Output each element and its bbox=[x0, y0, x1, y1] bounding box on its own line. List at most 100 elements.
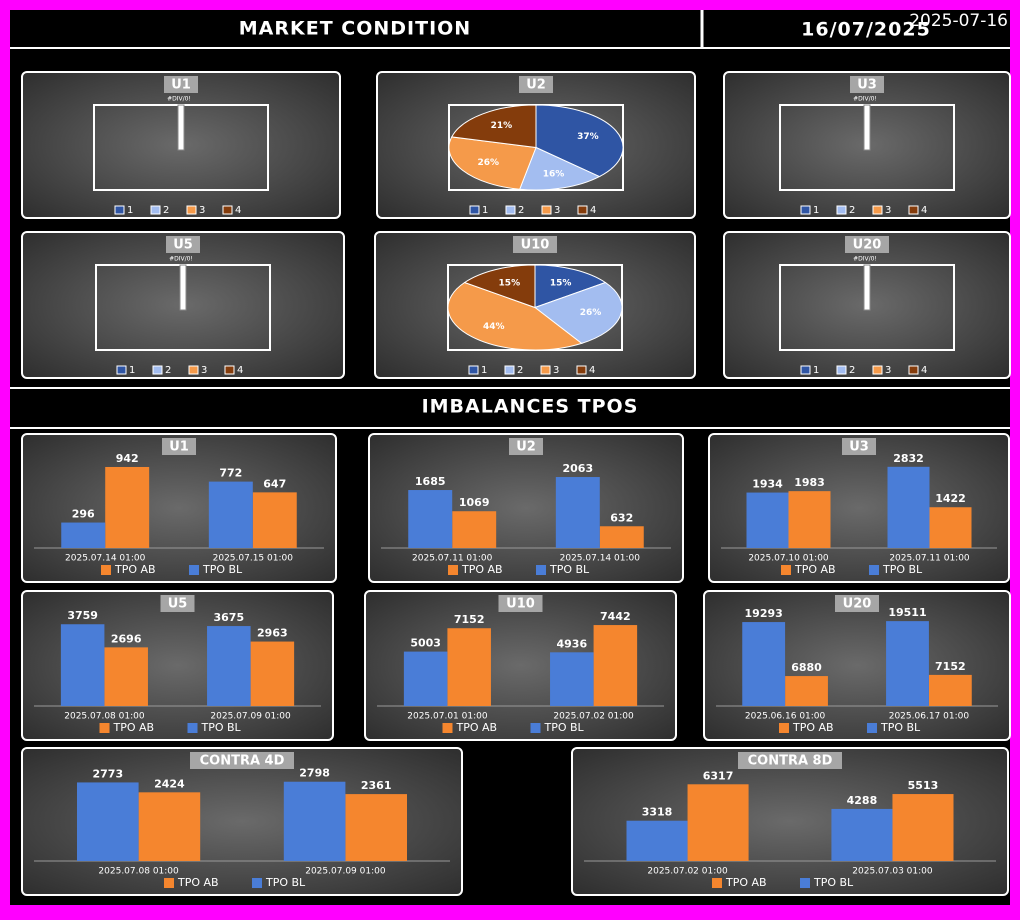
bar bbox=[742, 622, 786, 706]
panel-title: U10 bbox=[506, 597, 535, 612]
legend-swatch bbox=[152, 365, 163, 375]
value-label: 3759 bbox=[67, 609, 98, 622]
legend-swatch bbox=[712, 878, 722, 888]
legend-label: 1 bbox=[127, 205, 133, 216]
value-label: 1422 bbox=[935, 492, 966, 505]
pie-slice bbox=[533, 281, 623, 344]
panel-title: CONTRA 4D bbox=[200, 754, 285, 769]
legend-label: TPO BL bbox=[880, 721, 921, 734]
legend-swatch bbox=[872, 365, 883, 375]
legend-swatch bbox=[577, 205, 588, 215]
slice-label: 16% bbox=[543, 169, 565, 179]
legend-swatch bbox=[116, 365, 127, 375]
panel-title: U10 bbox=[521, 238, 550, 253]
x-tick-label: 2025.07.15 01:00 bbox=[213, 554, 294, 564]
legend-swatch bbox=[908, 365, 919, 375]
legend-swatch bbox=[530, 723, 541, 733]
legend-swatch bbox=[222, 205, 233, 215]
x-tick-label: 2025.07.02 01:00 bbox=[553, 712, 634, 722]
x-tick-label: 2025.07.11 01:00 bbox=[889, 554, 970, 564]
slice-label: 37% bbox=[577, 132, 599, 142]
legend-label: 3 bbox=[199, 205, 205, 216]
error-label: #DIV/0! bbox=[853, 256, 877, 263]
bar bbox=[929, 507, 972, 548]
legend-label: 4 bbox=[921, 365, 927, 376]
panel-title-box bbox=[166, 236, 200, 253]
legend-swatch bbox=[468, 365, 479, 375]
legend-label: TPO AB bbox=[113, 721, 155, 734]
panel-title-box bbox=[164, 76, 198, 93]
value-label: 2424 bbox=[154, 777, 185, 790]
legend-label: TPO BL bbox=[201, 721, 242, 734]
value-label: 7152 bbox=[454, 613, 485, 626]
legend-label: 3 bbox=[553, 365, 559, 376]
legend-label: 3 bbox=[201, 365, 207, 376]
legend-swatch bbox=[504, 365, 515, 375]
bar bbox=[250, 641, 295, 706]
bar bbox=[283, 781, 346, 861]
legend-label: 1 bbox=[813, 205, 819, 216]
legend-label: TPO BL bbox=[882, 563, 923, 576]
bar bbox=[452, 511, 497, 548]
value-label: 1934 bbox=[752, 478, 783, 491]
value-label: 19511 bbox=[888, 606, 926, 619]
legend-label: 3 bbox=[554, 205, 560, 216]
pie-slice bbox=[535, 104, 624, 178]
legend-swatch bbox=[114, 205, 125, 215]
value-label: 2773 bbox=[92, 767, 123, 780]
legend-label: 2 bbox=[165, 365, 171, 376]
pie-slice bbox=[450, 104, 537, 149]
bar bbox=[892, 794, 954, 861]
x-tick-label: 2025.07.14 01:00 bbox=[560, 554, 641, 564]
legend-label: 1 bbox=[129, 365, 135, 376]
value-label: 3675 bbox=[214, 611, 245, 624]
legend-label: TPO BL bbox=[544, 721, 585, 734]
section-title: IMBALANCES TPOS bbox=[422, 396, 639, 418]
legend-label: 3 bbox=[885, 205, 891, 216]
legend-swatch bbox=[224, 365, 235, 375]
value-label: 19293 bbox=[745, 607, 783, 620]
bar bbox=[785, 676, 828, 706]
header-date: 16/07/2025 bbox=[801, 19, 931, 41]
bar bbox=[207, 626, 251, 706]
value-label: 7442 bbox=[600, 610, 631, 623]
legend-swatch bbox=[908, 205, 919, 215]
panel-title: U3 bbox=[849, 440, 869, 455]
panel-title: U20 bbox=[853, 238, 882, 253]
legend-label: 4 bbox=[590, 205, 596, 216]
legend-label: 3 bbox=[885, 365, 891, 376]
pie-slice bbox=[463, 264, 536, 309]
x-tick-label: 2025.07.01 01:00 bbox=[407, 712, 488, 722]
legend-swatch bbox=[187, 723, 198, 733]
value-label: 942 bbox=[116, 452, 139, 465]
slice-label: 44% bbox=[483, 322, 505, 332]
bar bbox=[60, 624, 105, 706]
panel-title: U20 bbox=[843, 597, 872, 612]
pie-slice bbox=[534, 264, 607, 309]
legend-swatch bbox=[779, 723, 789, 733]
legend-swatch bbox=[252, 878, 262, 888]
x-tick-label: 2025.07.09 01:00 bbox=[305, 867, 386, 877]
value-label: 2798 bbox=[299, 767, 330, 780]
legend-label: 2 bbox=[517, 365, 523, 376]
value-label: 296 bbox=[72, 508, 95, 521]
legend-swatch bbox=[164, 878, 174, 888]
slice-label: 26% bbox=[580, 308, 602, 318]
legend-swatch bbox=[150, 205, 161, 215]
legend-swatch bbox=[781, 565, 791, 575]
slice-label: 21% bbox=[491, 121, 513, 131]
x-tick-label: 2025.07.09 01:00 bbox=[210, 712, 291, 722]
value-label: 2361 bbox=[361, 779, 392, 792]
empty-pie-marker bbox=[177, 104, 185, 151]
x-tick-label: 2025.07.11 01:00 bbox=[412, 554, 493, 564]
value-label: 2963 bbox=[257, 627, 288, 640]
legend-label: TPO AB bbox=[794, 563, 836, 576]
pie-slice bbox=[448, 136, 537, 190]
legend-label: 4 bbox=[235, 205, 241, 216]
panel-title-box bbox=[519, 76, 553, 93]
bar bbox=[788, 491, 831, 548]
legend-swatch bbox=[442, 723, 453, 733]
empty-pie-marker bbox=[863, 104, 871, 151]
x-tick-label: 2025.07.03 01:00 bbox=[852, 867, 933, 877]
value-label: 4288 bbox=[847, 794, 878, 807]
